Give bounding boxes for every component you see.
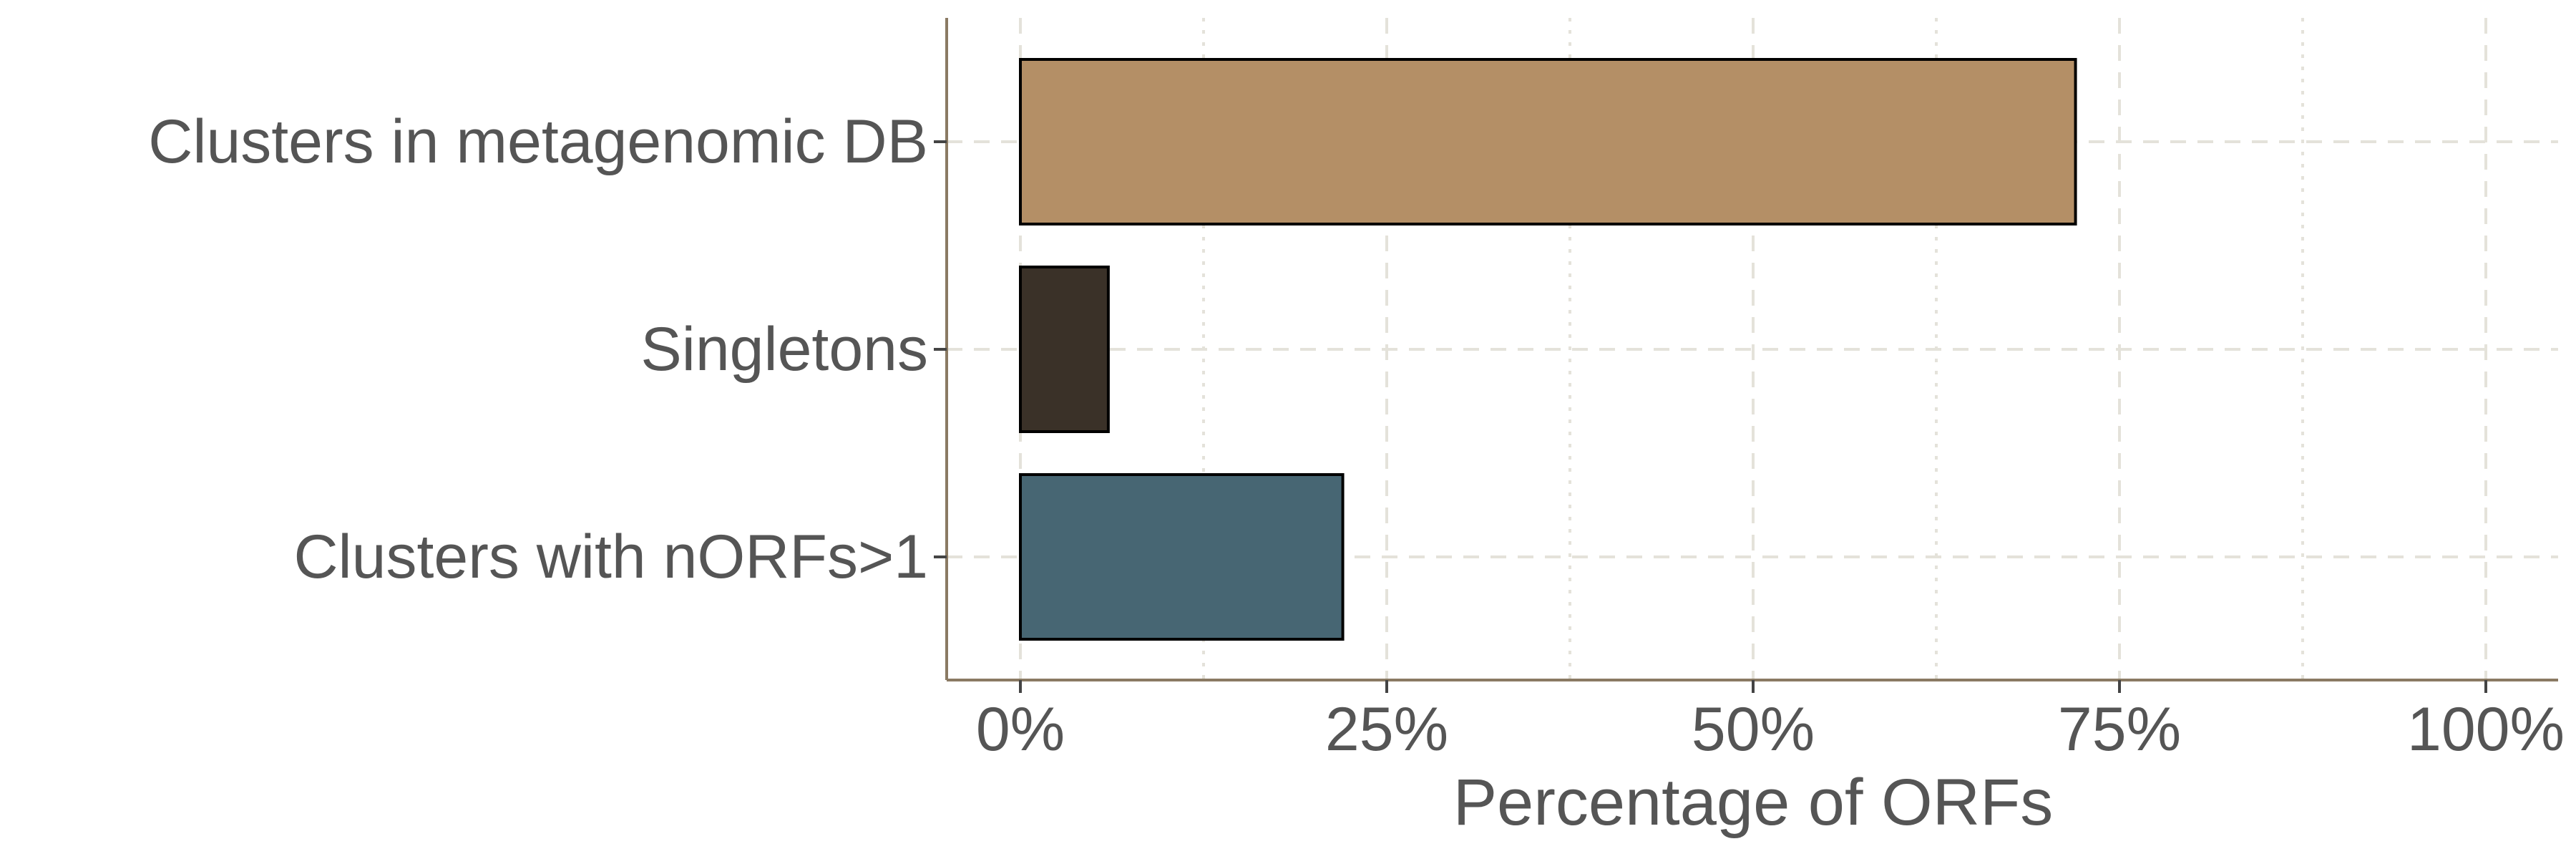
x-tick-label: 100% xyxy=(2407,695,2565,764)
bars xyxy=(1019,58,2077,641)
x-axis-title: Percentage of ORFs xyxy=(1453,766,2054,839)
x-tick-label: 0% xyxy=(976,695,1065,764)
category-label: Clusters with nORFs>1 xyxy=(293,523,928,591)
x-tick-label: 75% xyxy=(2058,695,2181,764)
x-tick-label: 50% xyxy=(1692,695,1815,764)
category-label: Singletons xyxy=(640,315,928,384)
x-tick-label: 25% xyxy=(1325,695,1448,764)
bar xyxy=(1019,58,2077,225)
category-label: Clusters in metagenomic DB xyxy=(148,107,928,176)
bar xyxy=(1019,473,1345,641)
bar xyxy=(1019,266,1110,433)
x-axis-ticks: 0% 25% 50% 75% 100% xyxy=(976,680,2565,764)
y-axis-ticks: Clusters in metagenomic DB Singletons Clus… xyxy=(148,107,947,591)
